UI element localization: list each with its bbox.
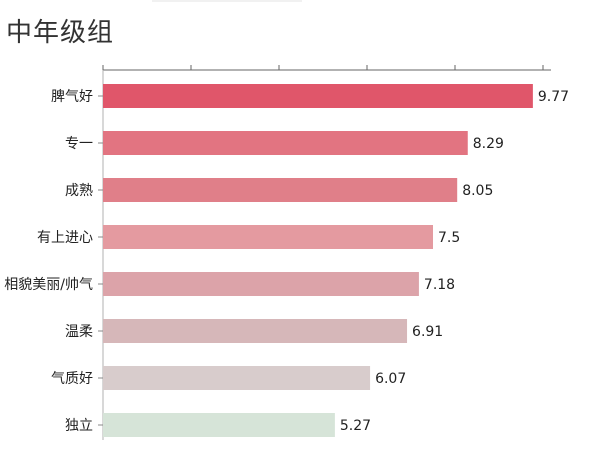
category-label: 专一	[65, 136, 93, 152]
category-label: 温柔	[65, 324, 93, 340]
top-rule	[152, 0, 302, 2]
bar	[103, 272, 419, 296]
bar	[103, 225, 433, 249]
bar	[103, 84, 533, 108]
bar	[103, 413, 335, 437]
value-label: 7.18	[424, 277, 455, 293]
category-label: 气质好	[51, 371, 93, 387]
value-label: 7.5	[438, 230, 460, 246]
category-label: 脾气好	[51, 89, 93, 105]
chart-title: 中年级组	[6, 18, 115, 48]
value-label: 5.27	[340, 418, 371, 434]
value-label: 6.07	[375, 371, 406, 387]
bar	[103, 366, 371, 390]
category-label: 有上进心	[37, 230, 93, 246]
value-label: 6.91	[412, 324, 443, 340]
category-label: 相貌美丽/帅气	[4, 277, 93, 293]
value-label: 8.05	[462, 183, 493, 199]
value-label: 9.77	[538, 89, 569, 105]
category-label: 成熟	[65, 183, 93, 199]
bar	[103, 319, 408, 343]
bar	[103, 178, 458, 202]
category-label: 独立	[65, 418, 93, 434]
plot-area: 脾气好 9.77 专一 8.29 成熟 8.05 有上进心 7.5 相貌美丽/帅气 7.18 温柔 6…	[4, 65, 569, 440]
value-label: 8.29	[473, 136, 504, 152]
bar	[103, 131, 468, 155]
